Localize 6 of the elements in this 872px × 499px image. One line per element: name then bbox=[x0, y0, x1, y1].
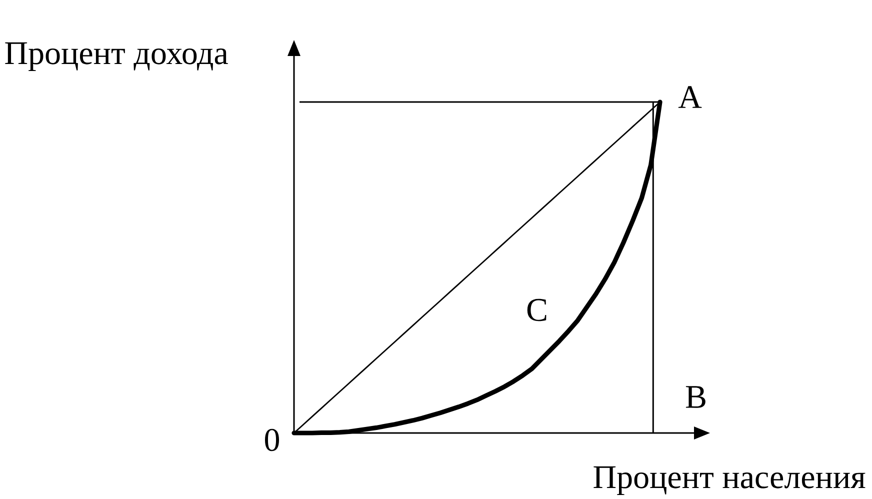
annotation: C bbox=[527, 298, 546, 322]
y-axis-title: Процент дохода bbox=[5, 42, 228, 72]
text: B bbox=[686, 386, 706, 408]
x-axis-title: Процент населения bbox=[594, 466, 866, 496]
text: 0 bbox=[265, 428, 280, 452]
text: A bbox=[678, 86, 702, 108]
